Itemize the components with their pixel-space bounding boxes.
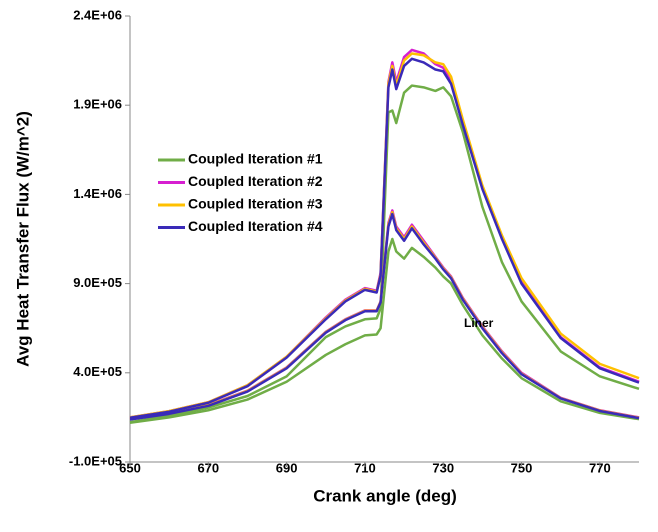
- x-tick-label: 690: [276, 460, 298, 475]
- x-tick-label: 710: [354, 460, 376, 475]
- data-line: [129, 84, 640, 424]
- x-tick-label: 770: [589, 460, 611, 475]
- data-line: [129, 237, 640, 424]
- y-tick-label: 2.4E+06: [73, 7, 122, 22]
- data-line: [129, 57, 640, 419]
- data-line: [129, 212, 640, 421]
- data-line: [129, 210, 640, 421]
- y-tick-label: 4.0E+05: [73, 364, 122, 379]
- legend-label: Coupled Iteration #3: [188, 196, 323, 212]
- y-axis-title: Avg Heat Transfer Flux (W/m^2): [13, 111, 32, 367]
- legend-label: Coupled Iteration #1: [188, 151, 323, 167]
- x-axis-title: Crank angle (deg): [313, 486, 457, 505]
- y-tick-label: 1.9E+06: [73, 97, 122, 112]
- y-tick-label: 9.0E+05: [73, 275, 122, 290]
- legend-label: Coupled Iteration #2: [188, 173, 323, 189]
- x-tick-label: 750: [511, 460, 533, 475]
- y-tick-label: -1.0E+05: [69, 453, 122, 468]
- x-tick-label: 650: [119, 460, 141, 475]
- x-tick-label: 670: [197, 460, 219, 475]
- legend-label: Coupled Iteration #4: [188, 218, 323, 234]
- y-tick-label: 1.4E+06: [73, 186, 122, 201]
- annotation: Liner: [464, 316, 494, 330]
- x-tick-label: 730: [432, 460, 454, 475]
